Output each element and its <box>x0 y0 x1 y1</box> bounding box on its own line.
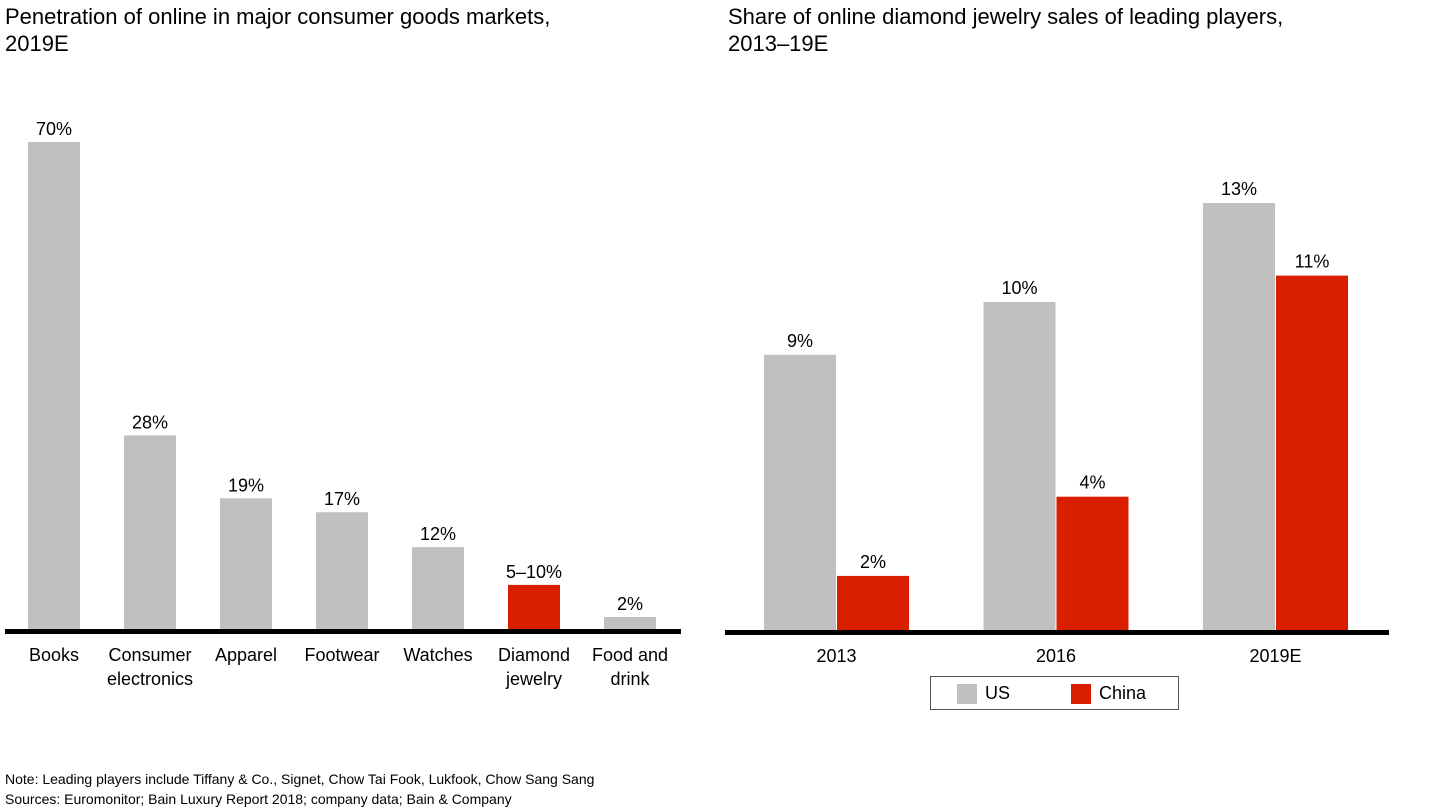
category-label-6: drink <box>610 669 650 689</box>
category-label-2013: 2013 <box>816 646 856 666</box>
category-label-1: electronics <box>107 669 193 689</box>
data-label-2: 19% <box>228 475 264 495</box>
category-label-0: Books <box>29 645 79 665</box>
bar-5 <box>508 584 560 631</box>
data-label-3: 17% <box>324 489 360 509</box>
category-label-4: Watches <box>403 645 472 665</box>
bar-china-2019E <box>1276 275 1348 632</box>
data-label-6: 2% <box>617 594 643 614</box>
bar-2 <box>220 498 272 631</box>
data-label-us-2013: 9% <box>787 331 813 351</box>
left-baseline <box>5 629 681 634</box>
bar-us-2019E <box>1203 203 1275 632</box>
left-chart-title: Penetration of online in major consumer … <box>5 4 551 56</box>
category-label-1: Consumer <box>108 645 191 665</box>
data-label-0: 70% <box>36 119 72 139</box>
data-label-1: 28% <box>132 412 168 432</box>
data-label-china-2013: 2% <box>860 552 886 572</box>
bar-6 <box>604 617 656 631</box>
category-label-2016: 2016 <box>1036 646 1076 666</box>
bar-4 <box>412 547 464 631</box>
category-label-2: Apparel <box>215 645 277 665</box>
category-label-5: Diamond <box>498 645 570 665</box>
bar-us-2016 <box>983 302 1056 632</box>
legend-label-us: US <box>985 683 1011 703</box>
data-label-5: 5–10% <box>506 562 562 582</box>
bar-us-2013 <box>764 354 836 632</box>
legend-item-us: US <box>957 683 1010 704</box>
sources: Sources: Euromonitor; Bain Luxury Report… <box>5 791 512 807</box>
right-baseline <box>725 630 1389 635</box>
right-chart-title: Share of online diamond jewelry sales of… <box>728 4 1284 56</box>
bar-3 <box>316 512 368 631</box>
category-label-2019E: 2019E <box>1249 646 1301 666</box>
legend-item-china: China <box>1071 683 1146 704</box>
data-label-china-2019E: 11% <box>1295 252 1330 272</box>
legend-label-china: China <box>1099 683 1147 703</box>
category-label-5: jewelry <box>505 669 562 689</box>
data-label-4: 12% <box>420 524 456 544</box>
category-label-6: Food and <box>592 645 668 665</box>
data-label-us-2016: 10% <box>1001 278 1037 298</box>
legend-swatch-us <box>957 683 977 704</box>
legend: US China <box>930 676 1179 710</box>
bar-china-2016 <box>1056 496 1129 632</box>
data-label-china-2016: 4% <box>1079 473 1105 493</box>
category-label-3: Footwear <box>304 645 379 665</box>
bar-china-2013 <box>837 575 909 632</box>
data-label-us-2019E: 13% <box>1221 179 1257 199</box>
footnote: Note: Leading players include Tiffany & … <box>5 771 595 787</box>
bar-1 <box>124 435 176 631</box>
legend-swatch-china <box>1071 683 1091 704</box>
bar-0 <box>28 142 80 631</box>
